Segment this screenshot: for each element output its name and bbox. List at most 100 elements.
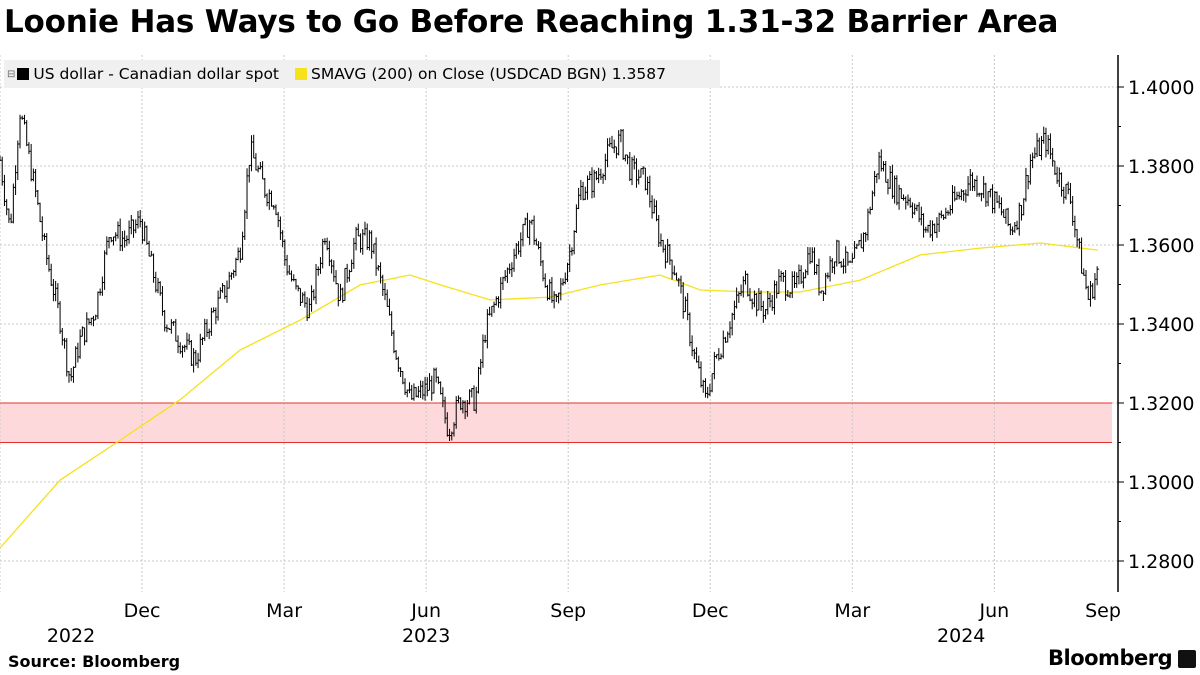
spot-price-bar [319,257,323,274]
spot-price-bar [97,291,100,320]
spot-price-bar [653,198,657,214]
spot-price-bar [144,221,147,242]
spot-price-bar [271,190,274,207]
spot-price-bar [99,288,103,296]
spot-price-bar [1012,226,1015,235]
spot-price-bar [41,216,45,242]
spot-price-bar [444,396,448,424]
spot-price-bar [963,190,966,201]
spot-price-bar [969,169,973,191]
spot-price-bar [551,277,554,303]
spot-price-bar [59,301,63,334]
spot-price-bar [546,284,550,301]
spot-price-bar [911,202,915,219]
spot-price-bar [393,330,396,354]
spot-price-bar [802,272,806,289]
spot-price-bar [250,135,254,172]
spot-price-bar [615,146,619,159]
spot-price-bar [816,263,819,275]
spot-price-bar [947,210,951,216]
spot-price-bar [1041,135,1044,161]
spot-price-bar [722,330,726,359]
spot-price-bar [978,192,982,197]
spot-price-bar [57,283,60,309]
legend-collapse-icon[interactable]: ⊟ [7,68,16,80]
spot-price-bar [649,175,652,208]
spot-price-bar [571,247,574,256]
spot-price-bar [124,230,127,248]
spot-price-bar [756,293,759,317]
spot-price-bar [1049,133,1053,160]
y-tick-label: 1.3200 [1128,393,1194,415]
spot-price-bar [64,337,67,349]
spot-price-bar [360,233,363,253]
spot-price-bar [943,214,946,220]
spot-price-bars [0,114,1100,441]
spot-price-bar [640,168,643,178]
spot-price-bar [384,282,388,301]
spot-price-bar [382,274,385,296]
spot-price-bar [945,207,948,219]
spot-price-bar [972,172,975,191]
spot-price-bar [108,237,112,249]
x-tick-label: Sep [550,600,586,622]
y-tick-label: 1.3800 [1128,156,1194,178]
x-tick-label: Dec [692,600,729,622]
spot-price-bar [918,202,922,223]
legend-swatch-sma [295,68,307,80]
spot-price-bar [477,366,481,394]
spot-price-bar [331,259,334,274]
spot-price-bar [52,278,56,302]
spot-price-bar [825,272,828,295]
spot-price-bar [656,200,659,222]
spot-price-bar [3,174,7,207]
spot-price-bar [869,206,873,215]
spot-price-bar [526,212,530,238]
spot-price-bar [831,258,835,273]
spot-price-bar [337,283,341,307]
spot-price-bar [437,376,441,385]
spot-price-bar [638,169,641,185]
spot-price-bar [489,306,492,316]
spot-price-bar [660,233,663,247]
spot-price-bar [449,428,452,441]
spot-price-bar [302,292,305,303]
y-tick-label: 1.3400 [1128,314,1194,336]
spot-price-bar [707,386,710,399]
spot-price-bar [669,244,672,265]
spot-price-bar [46,233,49,265]
spot-price-bar [72,366,76,383]
spot-price-bar [573,230,577,255]
spot-price-bar [876,173,879,184]
spot-price-bar [1094,273,1097,301]
spot-price-bar [291,270,294,282]
spot-price-bar [809,247,813,265]
spot-price-bar [213,307,216,313]
spot-price-bar [724,336,728,343]
spot-price-bar [916,204,919,212]
spot-price-bar [475,386,479,414]
spot-price-bar [1,156,5,186]
spot-price-bar [277,211,281,228]
spot-price-bar [500,277,503,309]
spot-price-bar [878,151,882,180]
spot-price-bar [1018,202,1022,236]
spot-price-bar [678,277,681,287]
spot-price-bar [976,175,979,197]
spot-price-bar [1061,172,1064,197]
spot-price-bar [965,189,968,203]
spot-price-bar [1076,229,1080,248]
spot-price-bar [66,338,69,377]
spot-price-bar [188,333,192,345]
spot-price-bar [938,212,942,232]
spot-price-bar [1016,220,1020,231]
spot-price-bar [70,368,74,382]
spot-price-bar [903,194,906,201]
spot-price-bar [693,348,697,360]
spot-price-bar [397,356,401,372]
spot-price-bar [905,196,908,210]
spot-price-bar [1069,183,1073,205]
spot-price-bar [769,292,773,308]
bloomberg-chart-icon [1178,650,1196,668]
spot-price-bar [10,213,14,224]
